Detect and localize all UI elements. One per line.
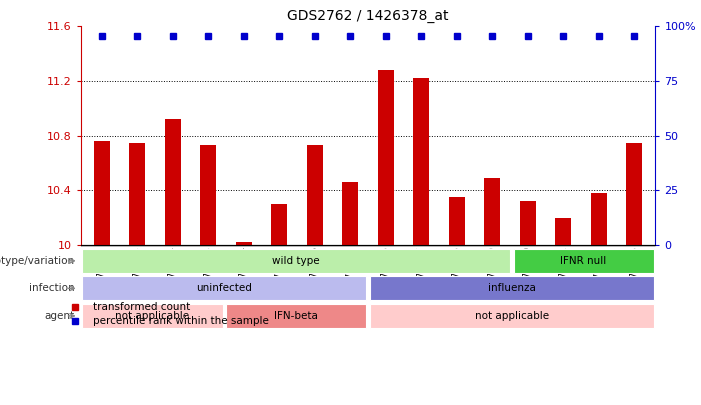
Bar [484,178,501,245]
Title: GDS2762 / 1426378_at: GDS2762 / 1426378_at [287,9,449,23]
Text: genotype/variation: genotype/variation [0,256,75,266]
Bar [130,143,145,245]
Bar [519,201,536,245]
Text: IFN-beta: IFN-beta [274,311,318,321]
Text: transformed count: transformed count [93,302,191,312]
FancyBboxPatch shape [514,249,653,273]
Bar [414,78,429,245]
Text: uninfected: uninfected [196,284,252,293]
Bar [342,182,358,245]
Bar [271,204,287,245]
Text: infection: infection [29,284,75,293]
Text: IFNR null: IFNR null [561,256,606,266]
Bar [591,193,606,245]
Bar [307,145,322,245]
FancyBboxPatch shape [370,304,653,328]
FancyBboxPatch shape [83,304,222,328]
Bar [626,143,642,245]
Text: wild type: wild type [273,256,320,266]
Bar [236,242,252,245]
Text: percentile rank within the sample: percentile rank within the sample [93,316,269,326]
Text: not applicable: not applicable [116,311,189,321]
Bar [200,145,217,245]
FancyBboxPatch shape [226,304,366,328]
Bar [555,218,571,245]
Bar [449,197,465,245]
Bar [378,70,394,245]
FancyBboxPatch shape [83,276,366,301]
Bar [165,119,181,245]
FancyBboxPatch shape [83,249,510,273]
Text: not applicable: not applicable [475,311,549,321]
Text: influenza: influenza [488,284,536,293]
FancyBboxPatch shape [370,276,653,301]
Bar [94,141,110,245]
Text: agent: agent [45,311,75,321]
